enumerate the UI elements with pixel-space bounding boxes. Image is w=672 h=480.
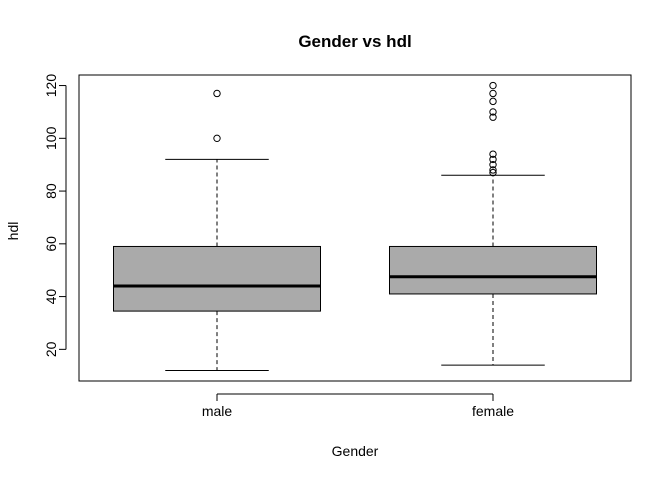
y-axis-label: hdl — [5, 222, 21, 241]
y-tick-label: 20 — [43, 341, 59, 357]
outlier-point — [213, 134, 221, 143]
outlier-point — [489, 168, 497, 177]
y-tick-label: 60 — [43, 236, 59, 252]
box-male — [113, 89, 321, 371]
y-axis: 20 40 60 80 100 120 — [43, 74, 67, 357]
outlier-point — [489, 166, 497, 174]
outlier-point — [489, 155, 497, 164]
outlier-point — [489, 97, 497, 106]
outlier-point — [489, 89, 497, 98]
x-tick-label: female — [472, 403, 514, 419]
plot-frame — [78, 74, 632, 382]
outlier-point — [213, 89, 221, 98]
outlier-point — [489, 150, 497, 158]
y-tick-label: 120 — [43, 74, 59, 98]
outlier-point — [489, 160, 497, 169]
chart-title: Gender vs hdl — [298, 32, 411, 51]
y-tick-label: 100 — [43, 126, 59, 150]
box-female — [389, 81, 597, 366]
iqr-box — [389, 245, 597, 295]
x-axis: male female — [202, 393, 514, 419]
boxes-layer — [113, 81, 597, 371]
outlier-point — [489, 108, 497, 116]
x-tick-label: male — [202, 403, 233, 419]
y-tick-label: 80 — [43, 183, 59, 199]
y-tick-label: 40 — [43, 289, 59, 305]
iqr-box — [113, 245, 321, 312]
outlier-point — [489, 113, 497, 121]
outlier-point — [489, 81, 497, 90]
x-axis-label: Gender — [332, 443, 379, 459]
